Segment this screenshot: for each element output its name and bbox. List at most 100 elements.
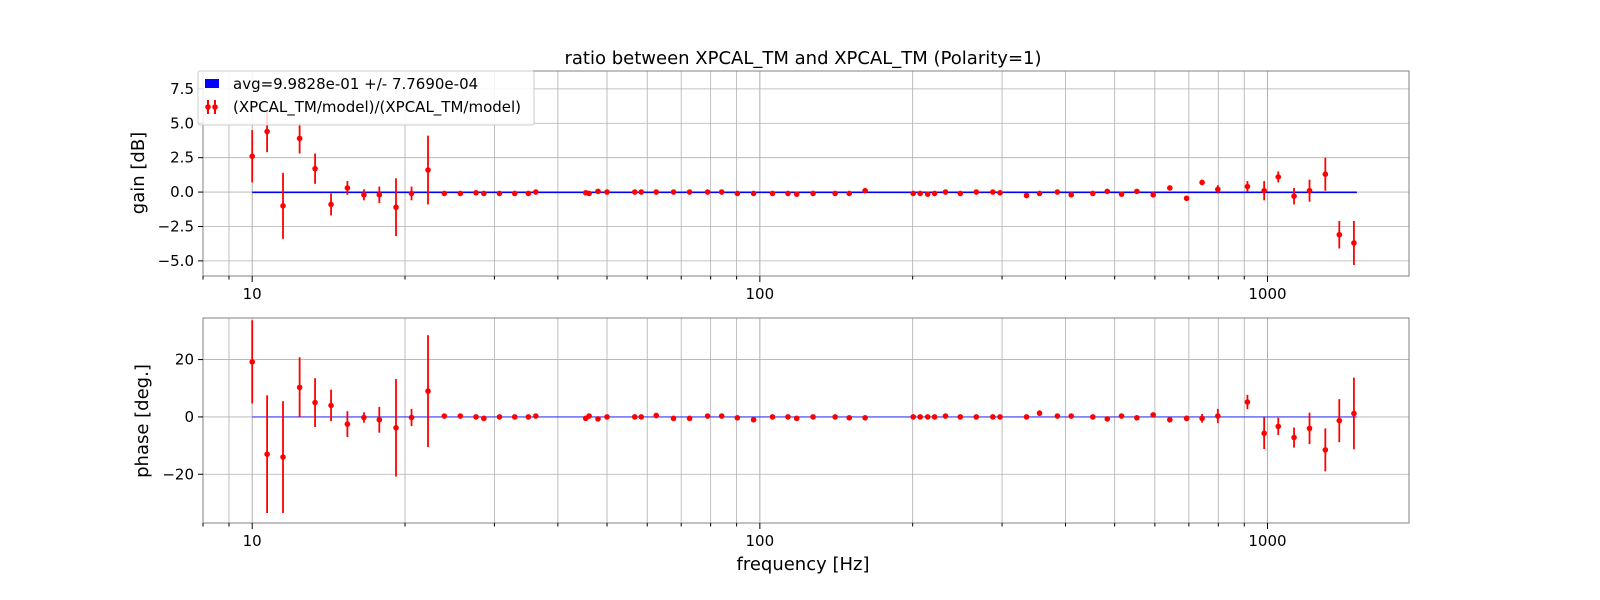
phase-data-point xyxy=(1291,434,1297,441)
gain-data-point xyxy=(638,189,645,195)
phase-data-point xyxy=(1215,413,1221,419)
phase-data-point xyxy=(1150,412,1156,418)
phase-data-point xyxy=(1336,417,1343,424)
gain-data-point xyxy=(734,190,741,197)
phase-data-point xyxy=(734,414,741,421)
gain-y-tick-label: −5.0 xyxy=(158,252,194,270)
phase-data-point xyxy=(793,415,800,422)
phase-data-point xyxy=(1244,399,1251,405)
gain-data-point xyxy=(1068,192,1074,198)
x-axis-label: frequency [Hz] xyxy=(736,554,869,575)
gain-data-point xyxy=(846,190,853,197)
phase-data-point xyxy=(704,413,711,419)
phase-data-point xyxy=(718,413,725,419)
phase-tick-labels: −20 0 20 10 100 1000 xyxy=(162,351,1286,550)
gain-data-point xyxy=(525,190,532,197)
phase-data-point xyxy=(1036,410,1043,416)
gain-data-point xyxy=(862,187,868,194)
legend-series-label: (XPCAL_TM/model)/(XPCAL_TM/model) xyxy=(233,98,521,117)
gain-data-point xyxy=(1275,174,1282,180)
gain-tick-labels: −5.0 −2.5 0.0 2.5 5.0 7.5 10 100 1000 xyxy=(158,80,1287,303)
phase-data-point xyxy=(595,416,601,422)
gain-data-point xyxy=(264,128,270,135)
phase-data-point xyxy=(785,414,791,420)
gain-data-point xyxy=(686,189,693,195)
phase-data-point xyxy=(425,388,431,394)
legend-avg-swatch xyxy=(205,79,219,88)
gain-plot-frame xyxy=(202,70,1410,277)
gain-data-point xyxy=(1036,190,1043,197)
phase-data-point xyxy=(473,414,479,420)
gain-data-point xyxy=(1183,195,1190,202)
gain-data-point xyxy=(604,189,610,195)
gain-points xyxy=(249,110,1357,265)
gain-data-point xyxy=(810,190,816,197)
gain-data-point xyxy=(280,203,286,209)
gain-data-point xyxy=(473,189,479,196)
gain-data-point xyxy=(704,189,711,195)
phase-y-tick-label: −20 xyxy=(162,465,194,483)
phase-data-point xyxy=(361,414,367,421)
legend-frame xyxy=(197,70,535,126)
gain-data-point xyxy=(990,189,996,195)
phase-grid xyxy=(202,318,1409,523)
phase-data-point xyxy=(586,413,592,419)
gain-data-point xyxy=(785,190,791,197)
gain-data-point xyxy=(496,190,503,197)
phase-data-point xyxy=(910,414,917,420)
phase-data-point xyxy=(653,412,660,419)
phase-data-point xyxy=(1023,414,1030,420)
gain-data-point xyxy=(361,192,367,198)
gain-data-point xyxy=(670,189,677,195)
phase-data-point xyxy=(296,384,303,391)
gain-data-point xyxy=(1336,231,1343,238)
gain-data-point xyxy=(910,190,917,197)
gain-data-point xyxy=(1150,192,1156,198)
phase-data-point xyxy=(670,415,677,422)
gain-data-point xyxy=(793,191,800,197)
gain-data-point xyxy=(586,190,592,197)
gain-data-point xyxy=(1199,179,1205,186)
gain-data-point xyxy=(942,189,949,195)
gain-data-point xyxy=(1351,240,1357,246)
gain-data-point xyxy=(393,204,399,211)
phase-data-point xyxy=(957,414,964,420)
phase-x-tick-label: 10 xyxy=(243,532,262,550)
gain-data-point xyxy=(249,153,255,160)
gain-data-point xyxy=(750,190,757,197)
gain-x-tick-label: 100 xyxy=(746,285,775,303)
gain-data-point xyxy=(1291,193,1297,200)
gain-data-point xyxy=(312,165,318,172)
gain-data-point xyxy=(441,190,448,197)
phase-data-point xyxy=(496,414,503,420)
phase-data-point xyxy=(481,415,487,422)
phase-data-point xyxy=(408,414,415,421)
phase-data-point xyxy=(931,414,938,420)
gain-data-point xyxy=(1244,183,1251,190)
phase-y-tick-label: 20 xyxy=(175,351,194,369)
phase-data-point xyxy=(249,359,255,365)
legend-errorbar-marker xyxy=(205,100,218,114)
phase-data-point xyxy=(917,414,923,420)
phase-data-point xyxy=(924,414,931,420)
phase-data-point xyxy=(604,414,610,420)
gain-y-axis-label: gain [dB] xyxy=(128,132,149,214)
phase-data-point xyxy=(1068,413,1074,419)
phase-data-point xyxy=(457,413,464,419)
gain-data-point xyxy=(1134,188,1140,195)
phase-y-axis-label: phase [deg.] xyxy=(132,364,153,478)
phase-data-point xyxy=(750,416,757,423)
phase-data-point xyxy=(511,414,518,420)
gain-data-point xyxy=(1054,189,1061,195)
phase-data-point xyxy=(832,414,838,420)
phase-data-point xyxy=(973,414,980,420)
gain-data-point xyxy=(296,135,303,142)
gain-data-point xyxy=(924,191,931,197)
gain-data-point xyxy=(631,189,638,195)
phase-data-point xyxy=(1183,415,1190,422)
phase-data-point xyxy=(1054,413,1061,419)
phase-data-point xyxy=(1261,430,1267,437)
gain-data-point xyxy=(1167,185,1173,191)
gain-data-point xyxy=(653,189,660,195)
